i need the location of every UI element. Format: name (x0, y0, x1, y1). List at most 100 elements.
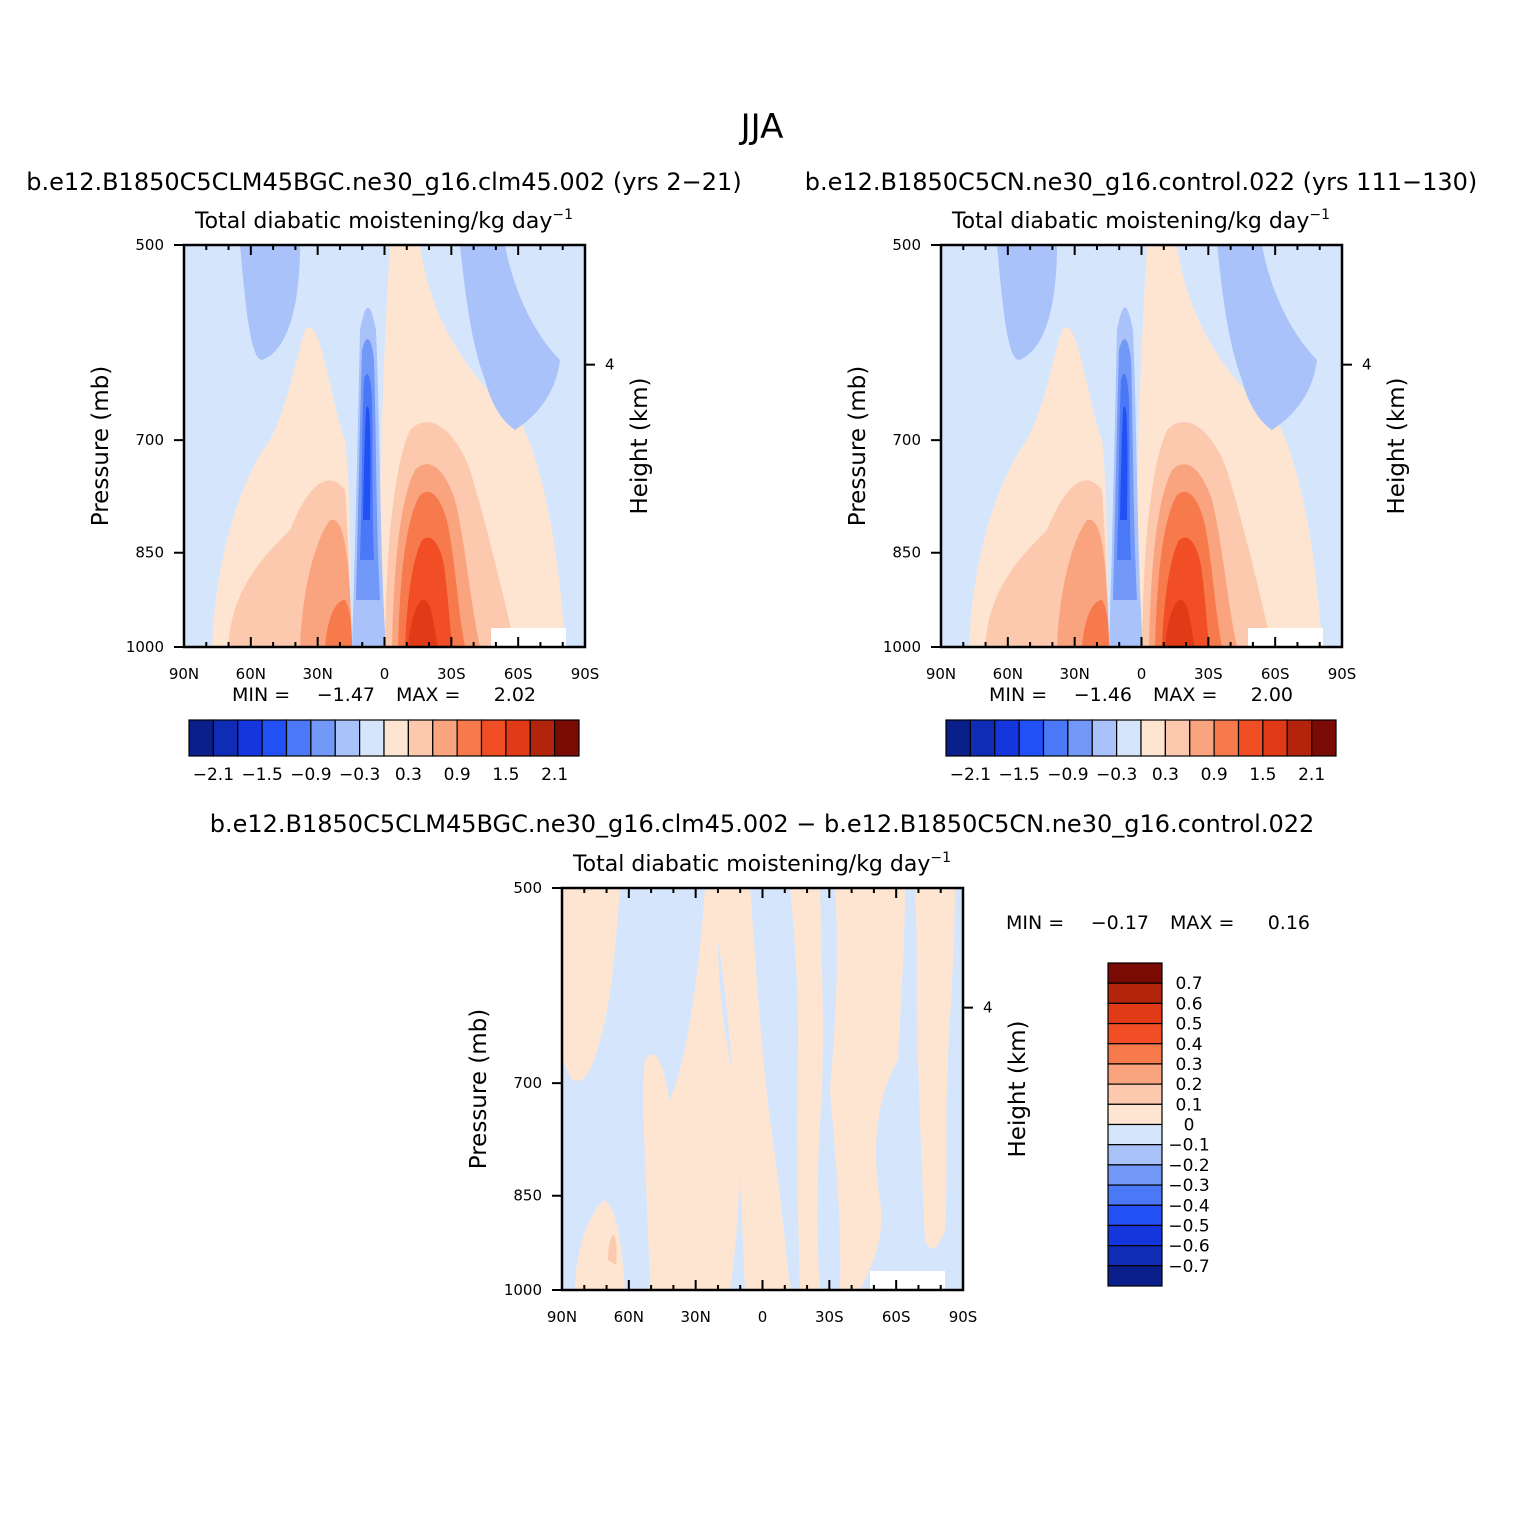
variable-title-text: Total diabatic moistening/kg day (951, 209, 1309, 234)
colorbar-swatch (407, 719, 434, 757)
y-axis-label-pressure: Pressure (mb) (466, 1009, 492, 1169)
panel-control: b.e12.B1850C5CN.ne30_g16.control.022 (yr… (805, 168, 1478, 785)
x-tick-label: 60N (236, 665, 266, 683)
height-tick-label: 4 (1362, 356, 1372, 374)
colorbar-swatch (480, 719, 507, 757)
colorbar-swatch (188, 719, 214, 757)
colorbar-swatch (1018, 719, 1045, 757)
colorbar-swatch (1107, 1204, 1163, 1227)
colorbar-swatch (383, 719, 409, 757)
colorbar-swatch (310, 719, 336, 757)
colorbar-label: −0.4 (1168, 1196, 1209, 1216)
y-tick-label: 500 (513, 879, 542, 897)
colorbar-label: −0.3 (1096, 765, 1137, 785)
colorbar-swatch (1107, 1083, 1163, 1105)
min-value: −1.47 (317, 684, 375, 706)
colorbar-swatch (1213, 719, 1240, 757)
x-tick-label: 30S (815, 1308, 844, 1326)
colorbar-swatch (1107, 1224, 1163, 1247)
colorbar-swatch (1107, 1123, 1163, 1146)
max-value: 2.00 (1251, 684, 1293, 706)
colorbar-label: −0.6 (1168, 1237, 1209, 1257)
colorbar-swatch (1107, 962, 1163, 984)
colorbar-swatch (359, 719, 385, 757)
panel-axes: 500 700 850 1000 4 90N 60N 30N 0 30S 60S 90S (126, 236, 615, 683)
y-axis-label-height: Height (km) (627, 377, 653, 514)
contour-field (184, 245, 585, 647)
panel-variable-title: Total diabatic moistening/kg day−1 (572, 850, 951, 877)
max-label: MAX = (396, 684, 460, 706)
panel-case-title: b.e12.B1850C5CLM45BGC.ne30_g16.clm45.002… (26, 168, 741, 196)
height-tick-label: 4 (605, 356, 615, 374)
colorbar-label: −1.5 (998, 765, 1039, 785)
colorbar-swatch (1286, 719, 1313, 757)
contour-field (562, 888, 963, 1290)
colorbar-swatch (505, 719, 531, 757)
colorbar-swatch (1107, 1022, 1163, 1045)
x-tick-label: 60S (1261, 665, 1290, 683)
colorbar-swatch (1311, 719, 1337, 757)
x-tick-label: 90N (169, 665, 199, 683)
colorbar-label: −1.5 (241, 765, 282, 785)
colorbar-label: −0.1 (1168, 1136, 1209, 1156)
colorbar-label: 0.1 (1175, 1095, 1202, 1115)
colorbar: 0.70.60.50.40.30.20.10−0.1−0.2−0.3−0.4−0… (1107, 962, 1210, 1287)
colorbar-label: 0.6 (1175, 994, 1202, 1014)
x-tick-label: 0 (380, 665, 390, 683)
x-tick-label: 90N (926, 665, 956, 683)
y-axis-label-pressure: Pressure (mb) (88, 366, 114, 526)
variable-title-text: Total diabatic moistening/kg day (194, 209, 552, 234)
colorbar-swatch (334, 719, 361, 757)
colorbar-swatch (285, 719, 312, 757)
colorbar-label: 0.7 (1175, 974, 1202, 994)
x-tick-label: 60N (614, 1308, 644, 1326)
x-tick-label: 30N (681, 1308, 711, 1326)
x-tick-label: 60S (882, 1308, 911, 1326)
colorbar-label: 1.5 (492, 765, 519, 785)
y-tick-label: 850 (892, 544, 921, 562)
y-axis-label-pressure: Pressure (mb) (845, 366, 871, 526)
colorbar-swatch (212, 719, 239, 757)
min-value: −1.46 (1074, 684, 1132, 706)
colorbar-label: 2.1 (1298, 765, 1325, 785)
colorbar-swatch (994, 719, 1020, 757)
colorbar-swatch (456, 719, 483, 757)
colorbar-swatch (261, 719, 288, 757)
x-tick-label: 30S (1194, 665, 1223, 683)
y-tick-label: 850 (135, 544, 164, 562)
contour-field (941, 245, 1342, 647)
colorbar-swatch (1107, 1063, 1163, 1085)
colorbar-label: −0.9 (290, 765, 331, 785)
colorbar-swatch (1107, 982, 1163, 1004)
colorbar-label: 0.3 (395, 765, 422, 785)
x-tick-label: 90S (571, 665, 600, 683)
height-tick-label: 4 (983, 999, 993, 1017)
colorbar-swatch (1042, 719, 1069, 757)
colorbar-swatch (1107, 1002, 1163, 1025)
min-value: −0.17 (1091, 912, 1149, 934)
y-tick-label: 1000 (883, 638, 921, 656)
max-value: 0.16 (1268, 912, 1310, 934)
y-tick-label: 850 (513, 1187, 542, 1205)
colorbar-swatch (1107, 1184, 1163, 1206)
y-tick-label: 500 (135, 236, 164, 254)
panel-axes: 500 700 850 1000 4 90N 60N 30N 0 30S 60S 90S (504, 879, 993, 1326)
x-tick-label: 90S (949, 1308, 978, 1326)
x-tick-label: 60N (993, 665, 1023, 683)
colorbar-label: 0.2 (1175, 1075, 1202, 1095)
colorbar-swatch (1107, 1043, 1163, 1065)
colorbar-label: −0.2 (1168, 1156, 1209, 1176)
x-tick-label: 30N (303, 665, 333, 683)
colorbar-label: 0.5 (1175, 1015, 1202, 1035)
colorbar-swatch (1091, 719, 1118, 757)
colorbar-label: −0.3 (1168, 1176, 1209, 1196)
colorbar-swatch (1107, 1144, 1163, 1166)
y-tick-label: 700 (892, 431, 921, 449)
colorbar: −2.1 −1.5 −0.9 −0.3 0.3 0.9 1.5 2.1 (945, 719, 1337, 785)
colorbar-label: 0.3 (1152, 765, 1179, 785)
colorbar-label: −2.1 (193, 765, 234, 785)
max-value: 2.02 (494, 684, 536, 706)
colorbar-label: −0.5 (1168, 1216, 1209, 1236)
colorbar-swatch (1107, 1103, 1163, 1126)
